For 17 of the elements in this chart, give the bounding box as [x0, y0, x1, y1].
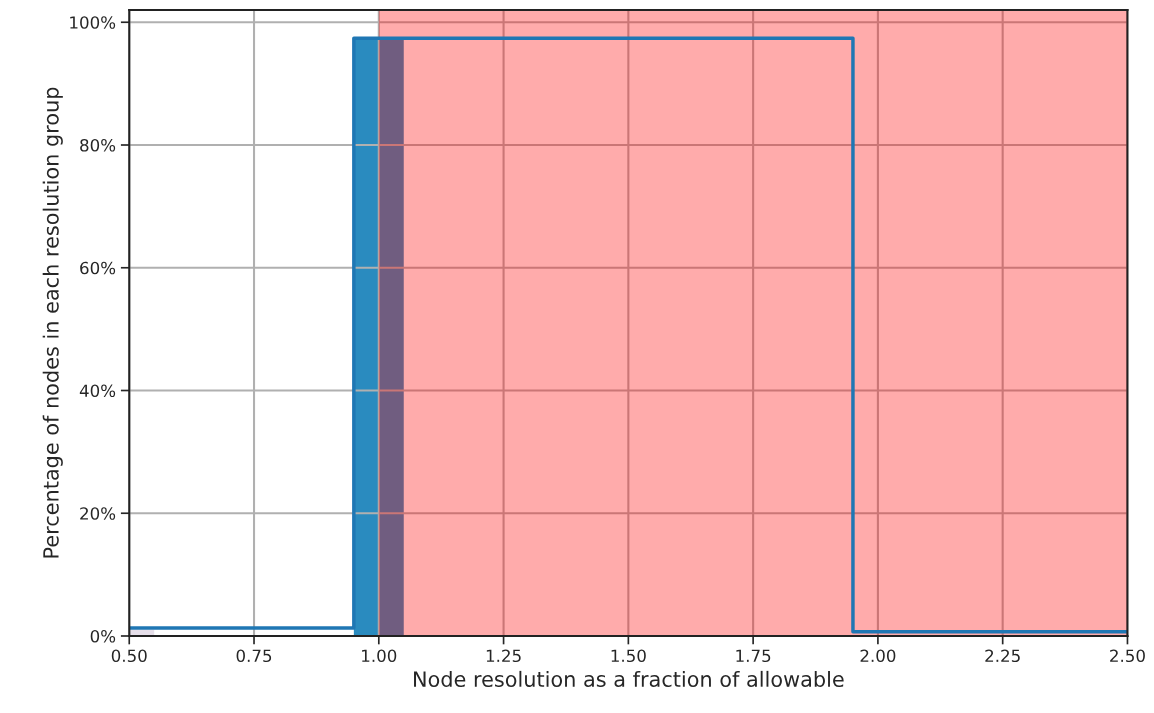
y-tick-label: 0%: [90, 629, 116, 643]
x-tick-label: 2.25: [985, 649, 1020, 663]
y-tick-label: 40%: [79, 384, 116, 398]
x-tick-label: 0.75: [236, 649, 272, 663]
y-axis-title: Percentage of nodes in each resolution group: [42, 87, 63, 558]
x-tick-label: 1.00: [362, 649, 397, 663]
x-tick-label: 1.75: [736, 649, 771, 663]
y-tick-label: 20%: [80, 507, 116, 520]
x-tick-label: 1.25: [486, 649, 521, 663]
x-axis-title: Node resolution as a fraction of allowable: [414, 670, 844, 687]
y-tick-label: 100%: [70, 16, 116, 29]
y-tick-label: 60%: [80, 261, 116, 275]
y-tick-label: 80%: [80, 138, 116, 152]
x-tick-label: 1.50: [611, 649, 646, 663]
x-tick-label: 2.00: [860, 649, 896, 663]
x-tick-label: 0.50: [111, 649, 147, 663]
x-tick-label: 2.50: [1110, 649, 1145, 663]
